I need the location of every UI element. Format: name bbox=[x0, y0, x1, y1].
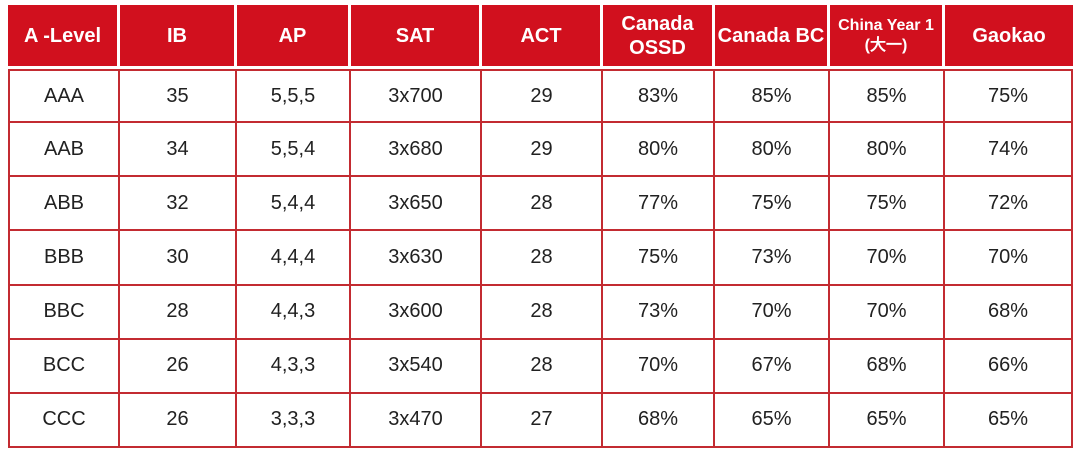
cell-ap: 3,3,3 bbox=[237, 393, 351, 448]
cell-china-year1: 80% bbox=[830, 123, 945, 178]
cell-ib: 26 bbox=[120, 393, 237, 448]
cell-ap: 4,4,4 bbox=[237, 231, 351, 286]
cell-ap: 4,4,3 bbox=[237, 285, 351, 340]
cell-gaokao: 70% bbox=[945, 231, 1073, 286]
cell-canada-ossd: 75% bbox=[603, 231, 715, 286]
cell-gaokao: 68% bbox=[945, 285, 1073, 340]
table-header-row: A -Level IB AP SAT ACT Canada OSSD Canada BC Ch… bbox=[8, 5, 1073, 69]
cell-ib: 30 bbox=[120, 231, 237, 286]
cell-ib: 26 bbox=[120, 339, 237, 394]
cell-sat: 3x650 bbox=[351, 177, 482, 232]
cell-canada-ossd: 77% bbox=[603, 177, 715, 232]
table-row: BCC 26 4,3,3 3x540 28 70% 67% 68% 66% bbox=[8, 339, 1073, 394]
cell-ap: 5,5,4 bbox=[237, 123, 351, 178]
cell-act: 28 bbox=[482, 177, 603, 232]
table-body: AAA 35 5,5,5 3x700 29 83% 85% 85% 75% AAB 34 5,5,4 3… bbox=[8, 69, 1073, 448]
cell-act: 28 bbox=[482, 285, 603, 340]
cell-canada-bc: 73% bbox=[715, 231, 830, 286]
cell-sat: 3x630 bbox=[351, 231, 482, 286]
cell-a-level: BBC bbox=[8, 285, 120, 340]
cell-ib: 34 bbox=[120, 123, 237, 178]
cell-a-level: ABB bbox=[8, 177, 120, 232]
cell-gaokao: 65% bbox=[945, 393, 1073, 448]
table-row: AAB 34 5,5,4 3x680 29 80% 80% 80% 74% bbox=[8, 123, 1073, 178]
cell-china-year1: 75% bbox=[830, 177, 945, 232]
cell-gaokao: 75% bbox=[945, 69, 1073, 124]
admissions-requirements-table: A -Level IB AP SAT ACT Canada OSSD Canada BC Ch… bbox=[8, 5, 1073, 448]
cell-act: 29 bbox=[482, 123, 603, 178]
cell-a-level: AAA bbox=[8, 69, 120, 124]
cell-ap: 5,4,4 bbox=[237, 177, 351, 232]
table-row: CCC 26 3,3,3 3x470 27 68% 65% 65% 65% bbox=[8, 393, 1073, 448]
cell-canada-ossd: 68% bbox=[603, 393, 715, 448]
column-header-act: ACT bbox=[482, 5, 603, 69]
cell-ib: 32 bbox=[120, 177, 237, 232]
cell-china-year1: 68% bbox=[830, 339, 945, 394]
cell-canada-bc: 80% bbox=[715, 123, 830, 178]
cell-canada-bc: 67% bbox=[715, 339, 830, 394]
cell-sat: 3x600 bbox=[351, 285, 482, 340]
cell-a-level: BBB bbox=[8, 231, 120, 286]
cell-a-level: AAB bbox=[8, 123, 120, 178]
cell-sat: 3x680 bbox=[351, 123, 482, 178]
column-header-a-level: A -Level bbox=[8, 5, 120, 69]
cell-canada-ossd: 73% bbox=[603, 285, 715, 340]
table-row: ABB 32 5,4,4 3x650 28 77% 75% 75% 72% bbox=[8, 177, 1073, 232]
cell-act: 27 bbox=[482, 393, 603, 448]
cell-a-level: BCC bbox=[8, 339, 120, 394]
cell-china-year1: 70% bbox=[830, 231, 945, 286]
table-header: A -Level IB AP SAT ACT Canada OSSD Canada BC Ch… bbox=[8, 5, 1073, 69]
cell-canada-bc: 75% bbox=[715, 177, 830, 232]
column-header-china-year1: China Year 1 (大一) bbox=[830, 5, 945, 69]
cell-act: 28 bbox=[482, 231, 603, 286]
cell-sat: 3x700 bbox=[351, 69, 482, 124]
cell-china-year1: 85% bbox=[830, 69, 945, 124]
cell-gaokao: 72% bbox=[945, 177, 1073, 232]
cell-canada-bc: 65% bbox=[715, 393, 830, 448]
cell-ib: 35 bbox=[120, 69, 237, 124]
cell-sat: 3x540 bbox=[351, 339, 482, 394]
cell-canada-bc: 70% bbox=[715, 285, 830, 340]
cell-canada-ossd: 70% bbox=[603, 339, 715, 394]
cell-sat: 3x470 bbox=[351, 393, 482, 448]
cell-gaokao: 66% bbox=[945, 339, 1073, 394]
table-row: BBB 30 4,4,4 3x630 28 75% 73% 70% 70% bbox=[8, 231, 1073, 286]
column-header-ib: IB bbox=[120, 5, 237, 69]
cell-act: 29 bbox=[482, 69, 603, 124]
column-header-ap: AP bbox=[237, 5, 351, 69]
cell-ap: 5,5,5 bbox=[237, 69, 351, 124]
cell-china-year1: 70% bbox=[830, 285, 945, 340]
cell-china-year1: 65% bbox=[830, 393, 945, 448]
cell-gaokao: 74% bbox=[945, 123, 1073, 178]
cell-ap: 4,3,3 bbox=[237, 339, 351, 394]
cell-canada-ossd: 83% bbox=[603, 69, 715, 124]
column-header-canada-bc: Canada BC bbox=[715, 5, 830, 69]
cell-canada-ossd: 80% bbox=[603, 123, 715, 178]
cell-canada-bc: 85% bbox=[715, 69, 830, 124]
column-header-canada-ossd: Canada OSSD bbox=[603, 5, 715, 69]
table-row: BBC 28 4,4,3 3x600 28 73% 70% 70% 68% bbox=[8, 285, 1073, 340]
cell-a-level: CCC bbox=[8, 393, 120, 448]
cell-ib: 28 bbox=[120, 285, 237, 340]
column-header-gaokao: Gaokao bbox=[945, 5, 1073, 69]
column-header-sat: SAT bbox=[351, 5, 482, 69]
cell-act: 28 bbox=[482, 339, 603, 394]
table-row: AAA 35 5,5,5 3x700 29 83% 85% 85% 75% bbox=[8, 69, 1073, 124]
